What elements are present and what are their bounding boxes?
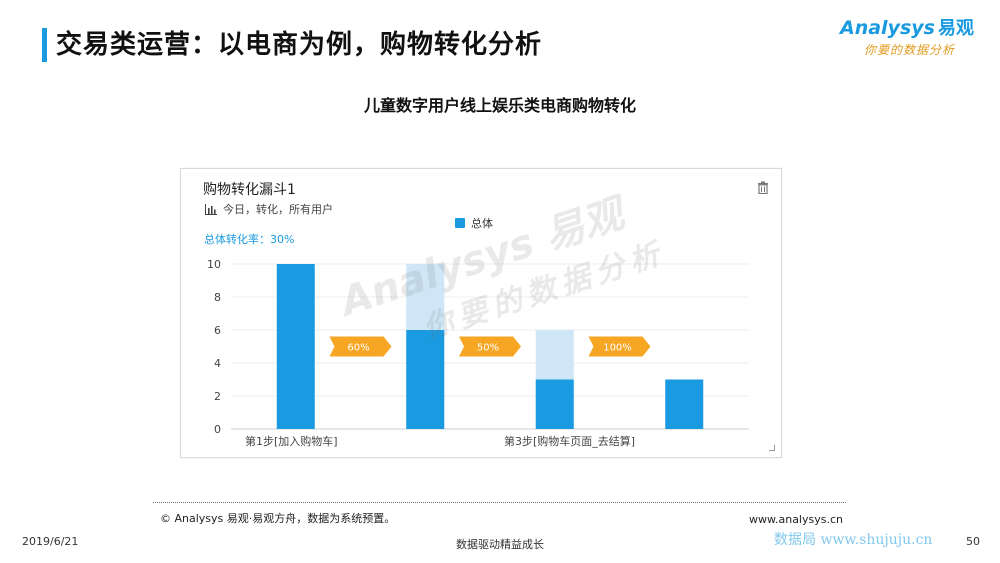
conversion-badge [459,336,521,357]
conversion-badge [588,336,651,357]
bar [535,379,574,429]
title-accent-bar [42,28,47,62]
panel-title: 购物转化漏斗1 [203,182,296,198]
bar-chart-icon [205,203,217,215]
page-title: 交易类运营：以电商为例，购物转化分析 [56,30,543,60]
conversion-label: 60% [347,343,369,354]
bar [406,330,445,429]
bar [665,379,704,429]
footer-website[interactable]: www.analysys.cn [749,513,843,526]
panel-meta-text: 今日，转化，所有用户 [223,203,333,216]
chart-legend[interactable]: 总体 [455,215,493,231]
trash-icon[interactable] [757,181,769,194]
y-tick-label: 0 [214,423,221,436]
x-tick-label: 第3步[购物车页面_去结算] [504,434,635,448]
footer-source: © Analysys 易观·易观方舟，数据为系统预置。 [160,512,396,525]
bar [276,264,315,429]
footer-divider [153,502,846,503]
logo-brand-row: Analysys 易观 [840,16,980,41]
panel-meta: 今日，转化，所有用户 [205,201,333,217]
logo-brand-cn: 易观 [937,18,974,39]
funnel-chart: 0 2 4 6 8 10 60% 50% 100% 第1步[加入购物车] 第3步[购物车页面_去结算… [207,258,749,448]
logo-brand: Analysys [840,17,935,39]
y-tick-label: 6 [214,324,221,337]
conversion-badge [329,336,392,357]
funnel-panel: 购物转化漏斗1 今日，转化，所有用户 总体 总体转化率：30% 0 2 4 6 8 10 6… [180,168,782,458]
overall-conversion-rate: 总体转化率：30% [204,233,295,246]
y-tick-label: 8 [214,291,221,304]
footer-date: 2019/6/21 [22,535,79,548]
y-tick-label: 10 [207,258,221,271]
footer-slogan: 数据驱动精益成长 [456,538,544,551]
logo-tagline: 你要的数据分析 [864,43,956,57]
y-tick-label: 2 [214,390,221,403]
resize-handle[interactable] [769,445,775,451]
page-number: 50 [966,535,980,548]
brand-logo: Analysys 易观 你要的数据分析 [840,16,980,66]
legend-label: 总体 [471,217,493,230]
conversion-label: 50% [477,343,499,354]
y-tick-label: 4 [214,357,221,370]
x-tick-label: 第1步[加入购物车] [245,434,338,448]
legend-swatch [455,218,465,228]
footer-site-watermark: 数据局 www.shujuju.cn [774,532,933,548]
conversion-label: 100% [603,343,632,354]
chart-subtitle: 儿童数字用户线上娱乐类电商购物转化 [363,96,636,115]
